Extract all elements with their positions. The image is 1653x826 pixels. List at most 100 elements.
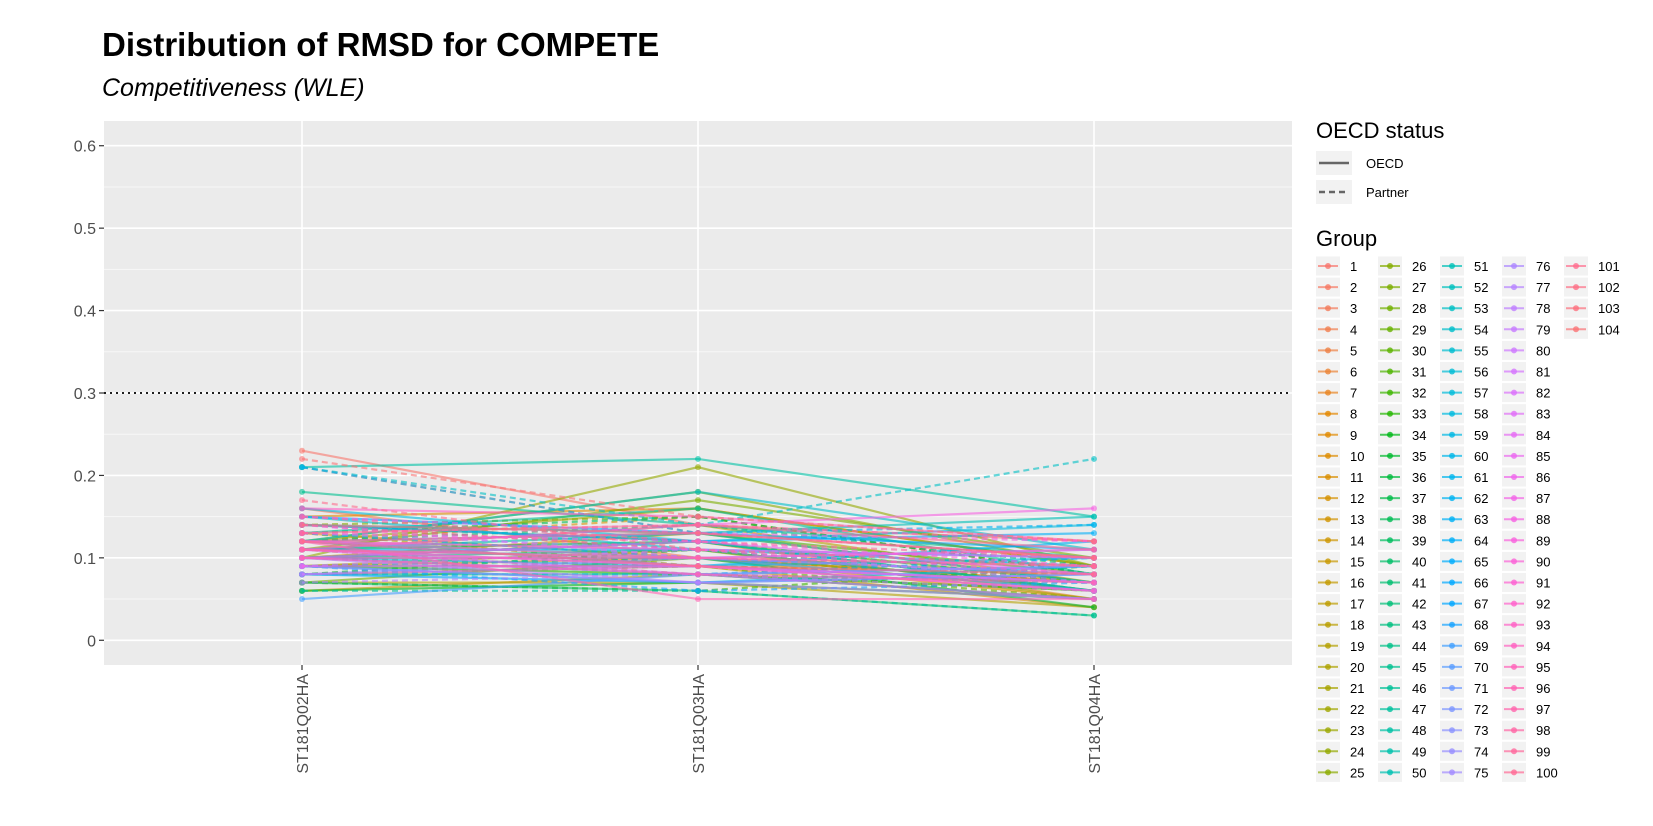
legend-group-key-point: [1387, 263, 1393, 269]
data-point: [299, 464, 305, 471]
data-point: [695, 538, 701, 545]
legend-group-key-point: [1511, 727, 1517, 734]
legend-group-label: 49: [1412, 744, 1426, 759]
data-point: [299, 521, 305, 528]
legend-group-key-point: [1449, 516, 1455, 523]
data-point: [299, 579, 305, 586]
y-axis: 0 0.1 0.2 0.3 0.4 0.5 0.6: [74, 139, 104, 650]
legend-group-key-point: [1325, 642, 1331, 649]
y-tick-label: 0.6: [74, 139, 96, 156]
series-line: [301, 523, 1095, 576]
legend-group-key-point: [1511, 516, 1517, 523]
legend-group-label: 7: [1350, 386, 1357, 401]
legend-group-label: 13: [1350, 512, 1364, 527]
legend-group-key-point: [1449, 389, 1455, 396]
data-point: [299, 546, 305, 553]
legend-group-label: 97: [1536, 702, 1550, 717]
legend-group-label: 68: [1474, 618, 1488, 633]
legend-group-label: 1: [1350, 259, 1357, 274]
data-point: [1091, 455, 1097, 462]
legend-group-key-point: [1511, 389, 1517, 396]
data-point: [695, 505, 701, 512]
legend-group-label: 77: [1536, 280, 1550, 295]
data-point: [299, 530, 305, 537]
legend-group-label: 85: [1536, 449, 1550, 464]
legend-group-key-point: [1449, 263, 1455, 269]
legend-group-key-point: [1387, 748, 1393, 755]
legend-group-key-point: [1511, 642, 1517, 649]
legend-group-label: 88: [1536, 512, 1550, 527]
legend-group-key-point: [1387, 368, 1393, 375]
legend-group-label: 58: [1474, 407, 1488, 422]
data-point: [695, 587, 701, 594]
legend-group-label: 2: [1350, 280, 1357, 295]
legend-group-key-point: [1449, 748, 1455, 755]
legend-group-key-point: [1449, 431, 1455, 438]
legend-group-label: 62: [1474, 491, 1488, 506]
legend-group-key-point: [1511, 621, 1517, 628]
series-lines: [299, 447, 1097, 619]
legend-group-label: 96: [1536, 681, 1550, 696]
data-point: [299, 447, 305, 454]
legend-group-key-point: [1449, 685, 1455, 691]
data-point: [1091, 571, 1097, 578]
data-point: [1091, 554, 1097, 561]
legend-group-label: 30: [1412, 343, 1426, 358]
legend-group-label: 86: [1536, 470, 1550, 485]
legend-group-key-point: [1449, 663, 1455, 670]
legend-group-key-point: [1325, 685, 1331, 691]
legend-group-key-point: [1511, 305, 1517, 312]
series-line: [301, 515, 1095, 559]
legend-group-label: 70: [1474, 660, 1488, 675]
legend-group-label: 91: [1536, 576, 1550, 591]
data-point: [1091, 513, 1097, 520]
legend-group-key-point: [1449, 410, 1455, 417]
data-point: [1091, 563, 1097, 570]
legend-group-key-point: [1325, 495, 1331, 502]
legend-group-label: 52: [1474, 280, 1488, 295]
legend-group-label: 59: [1474, 428, 1488, 443]
legend-group-key-point: [1325, 263, 1331, 269]
data-point: [1091, 612, 1097, 619]
legend-group-key-point: [1449, 642, 1455, 649]
legend-group-label: 23: [1350, 723, 1364, 738]
legend-group-label: 66: [1474, 576, 1488, 591]
legend-group-key-point: [1325, 368, 1331, 375]
legend-group-label: 34: [1412, 428, 1426, 443]
legend-group-label: 25: [1350, 765, 1364, 780]
legend-group-key-point: [1511, 368, 1517, 375]
legend-group-label: 9: [1350, 428, 1357, 443]
legend-group-label: 12: [1350, 491, 1364, 506]
legend-group-label: 29: [1412, 322, 1426, 337]
data-point: [299, 554, 305, 561]
data-point: [1091, 604, 1097, 611]
legend-group-key-point: [1511, 452, 1517, 459]
legend-group-key-point: [1449, 452, 1455, 459]
legend-group-label: 40: [1412, 554, 1426, 569]
legend-group-key-point: [1511, 410, 1517, 417]
legend-group-label: 16: [1350, 576, 1364, 591]
legend-group-key-point: [1387, 284, 1393, 291]
y-tick-label: 0: [87, 633, 96, 650]
legend-group-key-point: [1387, 727, 1393, 734]
data-point: [299, 596, 305, 603]
legend-group-key-point: [1325, 389, 1331, 396]
data-point: [299, 513, 305, 520]
legend-group-label: 39: [1412, 533, 1426, 548]
data-point: [695, 513, 701, 520]
legend-group-key-point: [1387, 685, 1393, 691]
data-point: [299, 587, 305, 594]
y-tick-label: 0.5: [74, 221, 96, 238]
legend-group-label: 90: [1536, 554, 1550, 569]
legend-group-key-point: [1387, 600, 1393, 607]
y-tick-label: 0.3: [74, 386, 96, 403]
legend-group-key-point: [1573, 326, 1579, 333]
legend-group-label: 26: [1412, 259, 1426, 274]
legend-group-key-point: [1325, 600, 1331, 607]
legend-group-key-point: [1387, 305, 1393, 312]
legend-group-label: 84: [1536, 428, 1550, 443]
group-legend: Group 1234567891011121314151617181920212…: [1316, 226, 1620, 782]
legend-group-label: 3: [1350, 301, 1357, 316]
legend-group-label: 61: [1474, 470, 1488, 485]
data-point: [695, 497, 701, 504]
